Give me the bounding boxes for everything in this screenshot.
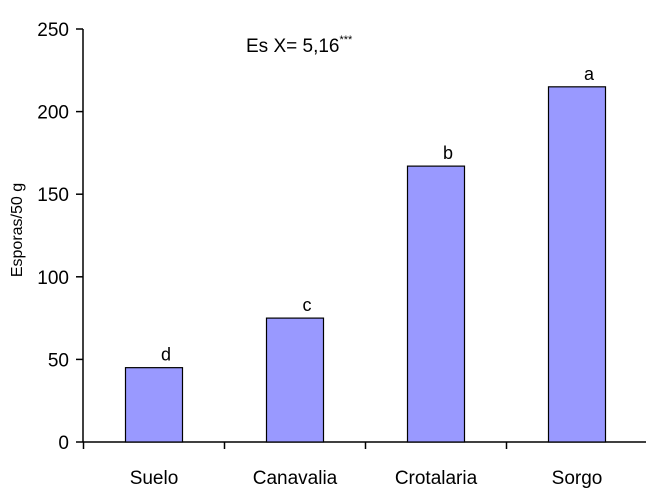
bar — [124, 367, 184, 443]
x-tick-label: Suelo — [130, 468, 179, 489]
data-label: c — [303, 295, 312, 315]
x-tick-label: Sorgo — [552, 468, 603, 489]
y-tick-label: 50 — [48, 350, 69, 371]
annotation-text: Es X= 5,16 — [246, 36, 339, 57]
annotation-superscript: *** — [339, 34, 353, 46]
annotation: Es X= 5,16*** — [246, 34, 353, 57]
bar — [265, 317, 325, 443]
y-tick-label: 250 — [37, 20, 69, 41]
bars — [124, 86, 607, 443]
y-axis-label: Esporas/50 g — [9, 183, 26, 277]
data-label: d — [161, 345, 171, 365]
y-tick-label: 200 — [37, 103, 69, 124]
labels: 0 50 100 150 200 250 Suelo d Canavalia c Crotalari… — [37, 20, 602, 489]
data-label: b — [443, 143, 453, 163]
y-tick-label: 150 — [37, 185, 69, 206]
x-tick-label: Crotalaria — [395, 468, 478, 489]
x-tick-label: Canavalia — [253, 468, 338, 489]
y-tick-label: 0 — [58, 433, 69, 454]
bar — [547, 86, 607, 443]
y-tick-label: 100 — [37, 268, 69, 289]
bar — [406, 165, 466, 443]
data-label: a — [584, 64, 595, 84]
